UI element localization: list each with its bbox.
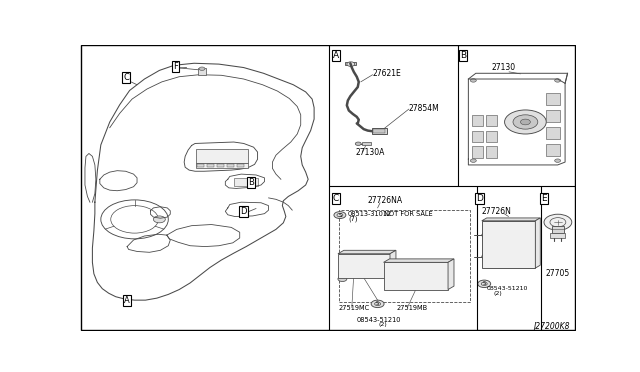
Bar xyxy=(472,146,483,158)
Text: F: F xyxy=(173,62,178,71)
Bar xyxy=(547,127,560,139)
Bar xyxy=(486,115,497,126)
Bar xyxy=(552,226,564,233)
Bar xyxy=(362,142,371,145)
Text: 27130A: 27130A xyxy=(355,148,385,157)
Circle shape xyxy=(513,115,538,129)
Bar xyxy=(339,210,470,302)
Polygon shape xyxy=(448,259,454,289)
Bar xyxy=(346,62,356,65)
Circle shape xyxy=(482,232,492,238)
Circle shape xyxy=(504,110,547,134)
Bar xyxy=(227,164,234,167)
Bar xyxy=(207,164,214,167)
Circle shape xyxy=(470,159,476,162)
Text: S: S xyxy=(483,281,486,286)
Circle shape xyxy=(334,212,346,218)
Polygon shape xyxy=(383,259,454,262)
Text: (2): (2) xyxy=(493,291,502,296)
Circle shape xyxy=(338,276,347,282)
Bar xyxy=(550,233,565,238)
Bar xyxy=(197,164,205,167)
Bar xyxy=(472,115,483,126)
Circle shape xyxy=(478,280,491,288)
Bar xyxy=(196,163,248,168)
Bar xyxy=(234,178,257,186)
Polygon shape xyxy=(338,254,390,278)
Polygon shape xyxy=(482,218,540,221)
Bar xyxy=(373,129,385,133)
Circle shape xyxy=(199,67,205,70)
Polygon shape xyxy=(383,262,448,289)
Text: 27621E: 27621E xyxy=(372,69,401,78)
Circle shape xyxy=(355,142,361,145)
Bar xyxy=(547,93,560,105)
Text: S: S xyxy=(339,212,342,218)
Circle shape xyxy=(520,119,531,125)
Bar xyxy=(486,131,497,142)
Text: A: A xyxy=(333,51,339,60)
Text: 27854M: 27854M xyxy=(409,104,440,113)
Polygon shape xyxy=(535,218,540,268)
Text: (7): (7) xyxy=(348,215,358,222)
Circle shape xyxy=(154,216,165,223)
Text: (2): (2) xyxy=(378,322,387,327)
Text: 08513-31012: 08513-31012 xyxy=(348,211,392,217)
Bar xyxy=(547,110,560,122)
Polygon shape xyxy=(482,221,535,268)
Text: 08543-51210: 08543-51210 xyxy=(356,317,401,323)
Text: C: C xyxy=(333,194,339,203)
Circle shape xyxy=(470,79,476,82)
Circle shape xyxy=(371,300,384,308)
Text: 27519MC: 27519MC xyxy=(339,305,370,311)
Circle shape xyxy=(555,79,561,82)
Polygon shape xyxy=(390,250,396,278)
Polygon shape xyxy=(338,250,396,254)
Bar xyxy=(196,149,248,163)
Text: E: E xyxy=(541,194,547,203)
Text: A: A xyxy=(124,296,130,305)
Text: 27726N: 27726N xyxy=(482,207,511,216)
Text: C: C xyxy=(123,73,129,82)
Text: NOT FOR SALE: NOT FOR SALE xyxy=(383,211,432,217)
Text: J27200K8: J27200K8 xyxy=(534,322,570,331)
Bar xyxy=(217,164,225,167)
Bar xyxy=(486,146,497,158)
Text: B: B xyxy=(460,51,466,60)
Text: D: D xyxy=(241,207,247,216)
Text: 27130: 27130 xyxy=(492,63,516,72)
Text: 08543-51210: 08543-51210 xyxy=(487,286,528,291)
Text: B: B xyxy=(248,178,254,187)
Bar xyxy=(547,144,560,156)
Bar xyxy=(237,164,244,167)
Text: D: D xyxy=(476,194,483,203)
Text: 27726NA: 27726NA xyxy=(367,196,403,205)
Bar xyxy=(372,128,387,134)
Text: 27519MB: 27519MB xyxy=(396,305,428,311)
Circle shape xyxy=(555,159,561,162)
Bar xyxy=(472,131,483,142)
Circle shape xyxy=(482,254,492,260)
Circle shape xyxy=(544,214,572,230)
Bar xyxy=(198,68,206,75)
Circle shape xyxy=(347,62,355,67)
Text: S: S xyxy=(376,301,379,307)
Text: 27705: 27705 xyxy=(546,269,570,278)
